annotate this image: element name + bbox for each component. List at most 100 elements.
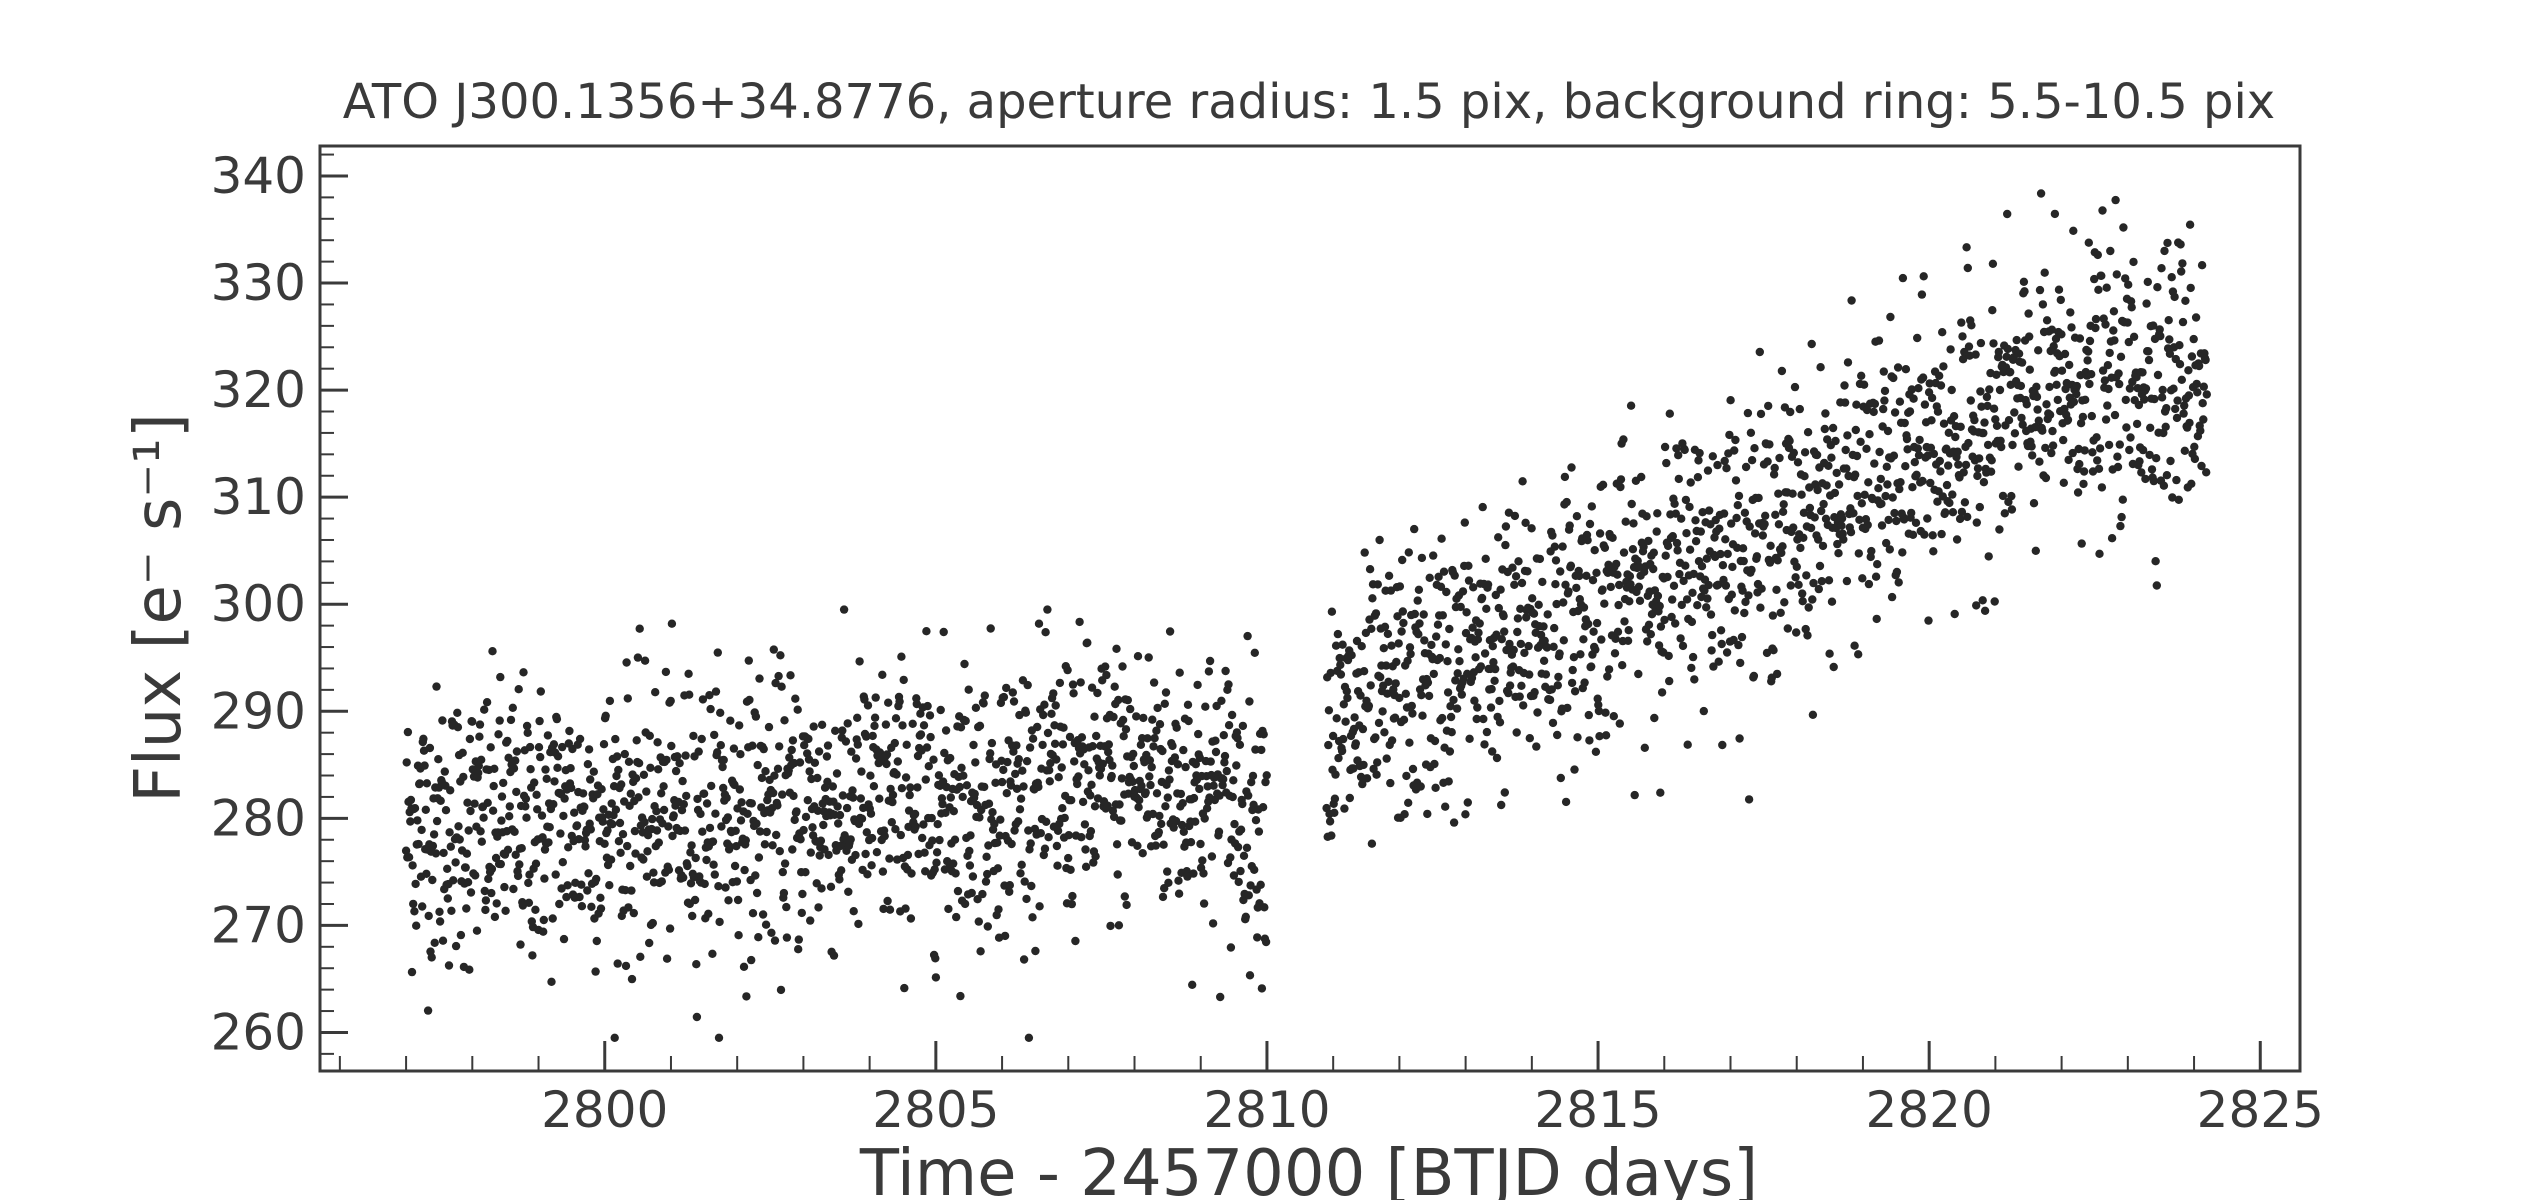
data-point	[1594, 706, 1604, 716]
data-point	[733, 895, 743, 905]
data-point	[2121, 395, 2130, 405]
data-point	[2053, 395, 2062, 405]
data-point	[2190, 442, 2199, 451]
data-point	[1707, 646, 1716, 655]
data-point	[441, 806, 451, 815]
data-point	[1336, 670, 1346, 679]
data-point	[2194, 361, 2204, 371]
data-point	[736, 816, 746, 825]
data-point	[1567, 463, 1576, 472]
data-point	[1520, 648, 1529, 658]
data-point	[2060, 349, 2070, 359]
data-point	[1854, 549, 1864, 558]
data-point	[465, 965, 474, 974]
data-point	[664, 865, 674, 874]
data-point	[653, 738, 662, 747]
data-point	[1616, 475, 1626, 484]
data-point	[2075, 334, 2085, 343]
data-point	[975, 813, 984, 822]
data-point	[1727, 590, 1737, 599]
data-point	[697, 734, 706, 744]
data-point	[410, 804, 420, 813]
data-point	[726, 716, 735, 725]
data-point	[1927, 393, 1937, 403]
data-point	[1559, 636, 1569, 645]
data-point	[587, 902, 596, 911]
data-point	[1764, 401, 1773, 411]
data-point	[1541, 670, 1551, 679]
data-point	[1887, 592, 1897, 602]
data-point	[878, 670, 887, 679]
data-point	[2101, 320, 2110, 329]
data-point	[584, 869, 593, 878]
data-point	[2184, 391, 2194, 400]
data-point	[993, 864, 1003, 873]
data-point	[1944, 428, 1954, 437]
data-point	[1708, 452, 1718, 461]
data-point	[1550, 542, 1560, 551]
data-point	[966, 831, 975, 840]
data-point	[1505, 681, 1515, 690]
data-point	[1773, 556, 1782, 565]
data-point	[949, 807, 958, 816]
data-point	[1778, 542, 1787, 551]
data-point	[2156, 331, 2165, 341]
data-point	[1335, 653, 1344, 663]
data-point	[1613, 627, 1623, 636]
data-point	[1770, 463, 1779, 473]
data-point	[1615, 580, 1624, 590]
data-point	[1501, 522, 1511, 531]
data-point	[1883, 480, 1892, 489]
data-point	[2172, 475, 2181, 485]
data-point	[1573, 733, 1582, 742]
data-point	[722, 793, 731, 803]
data-point	[1034, 782, 1043, 792]
data-point	[424, 911, 433, 921]
data-point	[419, 734, 428, 743]
data-point	[711, 687, 721, 696]
data-point	[1584, 710, 1594, 720]
data-point	[1834, 480, 1844, 489]
data-point	[1480, 740, 1489, 749]
data-point	[1052, 841, 1062, 851]
data-point	[559, 811, 568, 821]
data-point	[769, 645, 778, 654]
data-point	[1864, 478, 1873, 487]
data-point	[559, 934, 569, 944]
data-point	[796, 835, 805, 844]
data-point	[1804, 603, 1813, 612]
data-point	[1508, 563, 1517, 572]
data-point	[2167, 273, 2176, 282]
data-point	[1000, 931, 1010, 941]
data-point	[1598, 585, 1607, 594]
data-point	[2076, 419, 2086, 428]
data-point	[1462, 608, 1471, 617]
data-point	[1570, 765, 1579, 774]
data-point	[583, 760, 593, 769]
data-point	[2119, 223, 2128, 232]
data-point	[1995, 385, 2005, 395]
data-point	[1053, 826, 1063, 835]
data-point	[1643, 637, 1652, 646]
data-point	[1073, 779, 1082, 789]
data-point	[980, 691, 989, 700]
data-point	[1443, 657, 1452, 666]
data-point	[1117, 774, 1127, 783]
data-point	[2010, 408, 2019, 417]
data-point	[1755, 347, 1765, 357]
data-point	[447, 906, 456, 915]
data-point	[2050, 209, 2060, 219]
data-point	[1163, 867, 1172, 876]
data-point	[983, 869, 992, 879]
data-point	[736, 750, 745, 759]
data-point	[1746, 428, 1756, 437]
data-point	[1380, 728, 1389, 737]
data-point	[880, 831, 889, 841]
data-point	[1380, 622, 1390, 631]
data-point	[1490, 676, 1499, 685]
data-point	[1694, 456, 1703, 465]
data-point	[548, 914, 557, 923]
data-point	[1358, 724, 1368, 734]
data-point	[996, 815, 1005, 824]
data-point	[2020, 287, 2029, 296]
